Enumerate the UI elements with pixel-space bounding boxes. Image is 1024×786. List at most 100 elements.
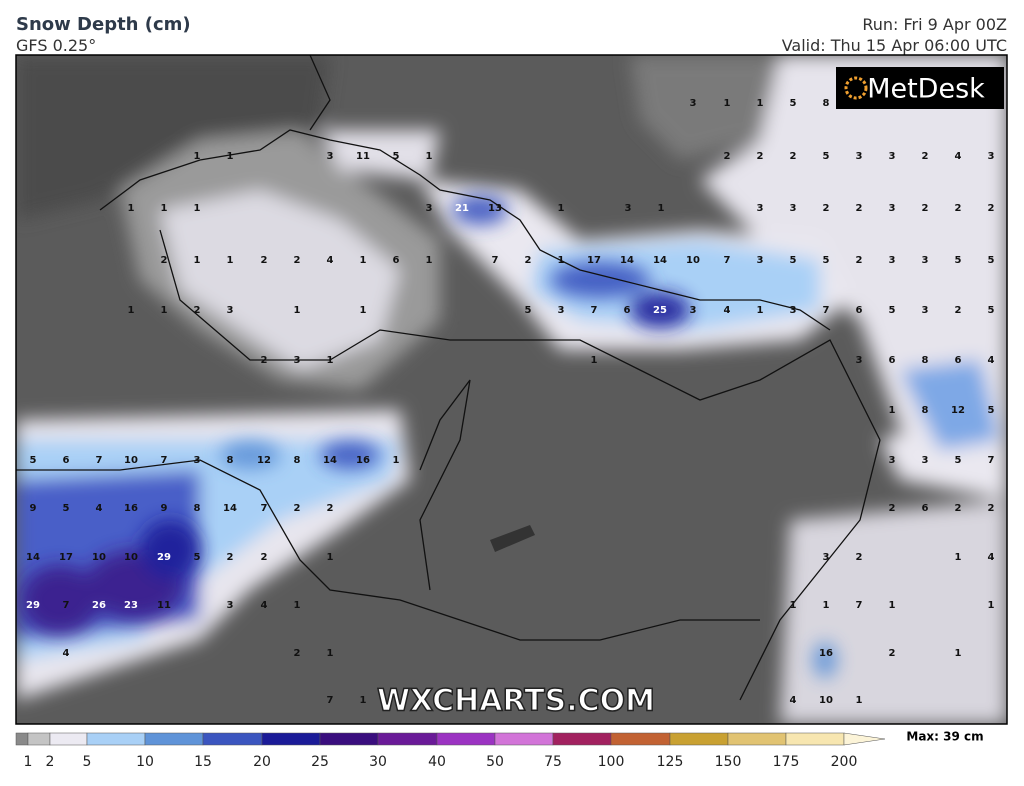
snow-label: 1 xyxy=(955,552,962,563)
colorbar-box xyxy=(15,732,29,746)
snow-label: 2 xyxy=(790,151,797,162)
snow-label: 4 xyxy=(955,151,962,162)
snow-label: 5 xyxy=(988,255,995,266)
snow-label: 4 xyxy=(988,355,995,366)
snow-label: 3 xyxy=(922,255,929,266)
colorbar-box xyxy=(86,732,146,746)
snow-label: 23 xyxy=(124,600,138,611)
snow-label: 16 xyxy=(819,648,833,659)
valid: Valid: Thu 15 Apr 06:00 UTC xyxy=(782,36,1007,55)
snow-label: 2 xyxy=(955,305,962,316)
snow-label: 4 xyxy=(261,600,268,611)
colorbar-box xyxy=(669,732,729,746)
snow-label: 2 xyxy=(955,203,962,214)
snow-label: 5 xyxy=(790,255,797,266)
snow-label: 14 xyxy=(323,455,337,466)
snow-label: 1 xyxy=(426,151,433,162)
snow-label: 1 xyxy=(988,600,995,611)
snow-label: 1 xyxy=(227,151,234,162)
snow-label: 3 xyxy=(690,305,697,316)
colorbar-tick-label: 10 xyxy=(136,754,154,770)
snow-label: 16 xyxy=(356,455,370,466)
snow-label: 3 xyxy=(194,455,201,466)
snow-label: 7 xyxy=(261,503,268,514)
snow-label: 2 xyxy=(327,503,334,514)
snow-label: 6 xyxy=(63,455,70,466)
snow-label: 3 xyxy=(823,552,830,563)
colorbar-arrow xyxy=(843,732,886,746)
model: GFS 0.25° xyxy=(16,36,96,55)
snow-label: 2 xyxy=(889,648,896,659)
snow-label: 3 xyxy=(327,151,334,162)
snow-label: 2 xyxy=(724,151,731,162)
snow-label: 14 xyxy=(653,255,667,266)
snow-label: 3 xyxy=(790,305,797,316)
snow-label: 4 xyxy=(988,552,995,563)
snow-label: 9 xyxy=(161,503,168,514)
snow-label: 8 xyxy=(194,503,201,514)
snow-label: 11 xyxy=(157,600,171,611)
snow-label: 1 xyxy=(128,305,135,316)
snow-label: 6 xyxy=(922,503,929,514)
snow-label: 3 xyxy=(889,151,896,162)
snow-label: 5 xyxy=(955,455,962,466)
snow-label: 14 xyxy=(223,503,237,514)
snow-label: 1 xyxy=(955,648,962,659)
snow-label: 6 xyxy=(889,355,896,366)
colorbar: 1 2 5 10 15 20 25 30 40 50 75 100 125 150 175 200 xyxy=(15,732,886,770)
snow-label: 7 xyxy=(492,255,499,266)
snow-label: 3 xyxy=(889,203,896,214)
snow-label: 5 xyxy=(790,98,797,109)
snow-label: 3 xyxy=(227,600,234,611)
snow-label: 2 xyxy=(889,503,896,514)
colorbar-tick-label: 40 xyxy=(428,754,446,770)
colorbar-box xyxy=(144,732,204,746)
snow-label: 1 xyxy=(294,305,301,316)
map-frame xyxy=(15,54,1008,725)
snow-label: 2 xyxy=(922,151,929,162)
snow-label: 3 xyxy=(790,203,797,214)
snow-label: 2 xyxy=(922,203,929,214)
snow-label: 8 xyxy=(294,455,301,466)
snow-label: 1 xyxy=(327,355,334,366)
snow-label: 1 xyxy=(327,648,334,659)
snow-label: 12 xyxy=(257,455,271,466)
snow-label: 1 xyxy=(294,600,301,611)
colorbar-tick-label: 2 xyxy=(46,754,55,770)
snow-label: 1 xyxy=(360,255,367,266)
snow-label: 11 xyxy=(356,151,370,162)
snow-label: 3 xyxy=(889,255,896,266)
snow-label: 5 xyxy=(63,503,70,514)
snow-label: 3 xyxy=(625,203,632,214)
snow-label: 29 xyxy=(26,600,40,611)
snow-label: 1 xyxy=(591,355,598,366)
snow-label: 29 xyxy=(157,552,171,563)
snow-label: 4 xyxy=(327,255,334,266)
colorbar-tick-label: 75 xyxy=(544,754,562,770)
snow-label: 16 xyxy=(124,503,138,514)
snow-label: 1 xyxy=(658,203,665,214)
colorbar-tick-label: 125 xyxy=(657,754,684,770)
snow-label: 5 xyxy=(988,305,995,316)
snow-label: 7 xyxy=(988,455,995,466)
colorbar-tick-label: 1 xyxy=(24,754,33,770)
snow-label: 5 xyxy=(393,151,400,162)
colorbar-box xyxy=(494,732,554,746)
snow-label: 13 xyxy=(488,203,502,214)
max-label: Max: 39 cm xyxy=(906,730,983,744)
snow-label: 3 xyxy=(294,355,301,366)
snow-label: 8 xyxy=(922,405,929,416)
snow-label: 6 xyxy=(856,305,863,316)
snow-label: 3 xyxy=(227,305,234,316)
snow-label: 1 xyxy=(360,305,367,316)
snow-label: 5 xyxy=(955,255,962,266)
colorbar-tick-label: 30 xyxy=(369,754,387,770)
snow-label: 2 xyxy=(261,355,268,366)
snow-label: 1 xyxy=(161,203,168,214)
colorbar-tick-label: 150 xyxy=(715,754,742,770)
snow-label: 10 xyxy=(686,255,700,266)
snow-label: 7 xyxy=(161,455,168,466)
colorbar-box xyxy=(261,732,321,746)
snow-label: 1 xyxy=(327,552,334,563)
snow-label: 14 xyxy=(620,255,634,266)
